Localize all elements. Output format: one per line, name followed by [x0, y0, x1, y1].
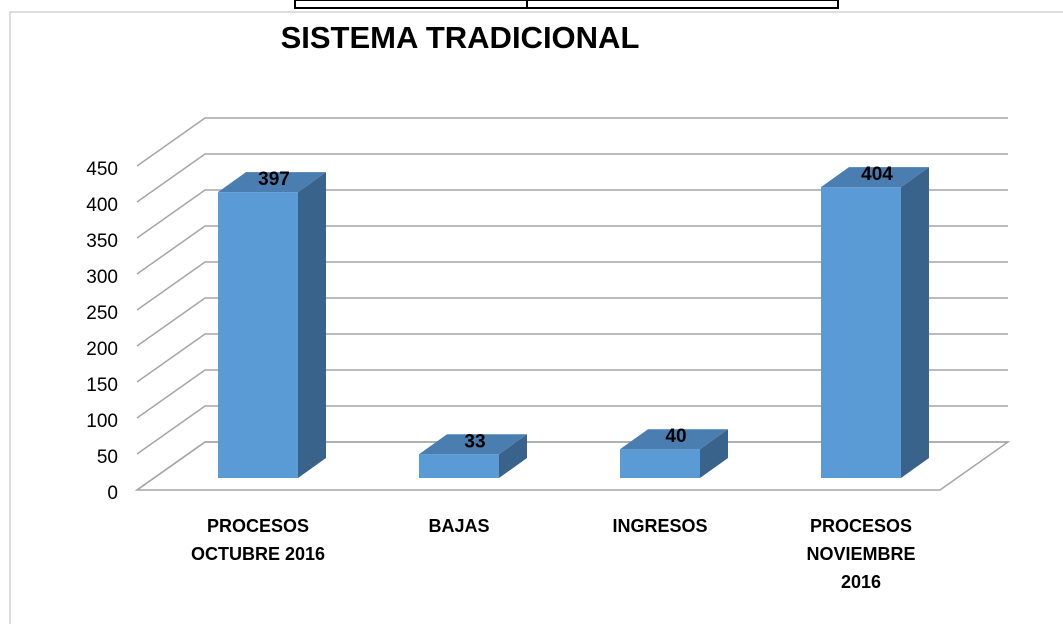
chart-title: SISTEMA TRADICIONAL — [281, 20, 640, 55]
grid-line — [136, 369, 1008, 419]
y-tick-label: 200 — [86, 339, 118, 360]
grid-line — [136, 441, 1008, 491]
x-tick-label: PROCESOS NOVIEMBRE 2016 — [806, 516, 916, 592]
bar — [218, 192, 298, 478]
x-tick-label: PROCESOS OCTUBRE 2016 — [190, 516, 326, 564]
header-box — [294, 0, 839, 9]
x-tick-label: BAJAS — [428, 516, 490, 536]
grid-line — [136, 333, 1008, 383]
grid-line — [136, 117, 1008, 167]
value-label: 40 — [665, 426, 686, 447]
grid: 0 50 100 150 200 250 300 350 400 450 — [86, 117, 1011, 504]
grid-line — [136, 297, 1008, 347]
bar-top — [419, 434, 527, 455]
y-tick-label: 400 — [86, 195, 118, 216]
grid-line — [136, 225, 1008, 275]
value-label: 33 — [464, 431, 485, 452]
bar-top — [821, 167, 929, 188]
y-tick-label: 450 — [86, 159, 118, 180]
y-tick-label: 50 — [97, 447, 118, 468]
grid-line — [136, 405, 1008, 455]
bar-top — [620, 429, 728, 450]
y-tick-label: 300 — [86, 267, 118, 288]
bar-side — [901, 167, 929, 478]
bar-side — [298, 172, 326, 478]
bar-side — [700, 429, 728, 478]
bar — [419, 454, 499, 478]
bar — [620, 449, 700, 478]
y-tick-label: 350 — [86, 231, 118, 252]
bar-side — [499, 434, 527, 478]
grid-line — [136, 261, 1008, 311]
x-tick-label: INGRESOS — [612, 516, 708, 536]
value-label: 397 — [258, 169, 290, 190]
y-tick-label: 250 — [86, 303, 118, 324]
value-label: 404 — [861, 164, 893, 185]
y-tick-label: 0 — [107, 483, 118, 504]
y-tick-label: 150 — [86, 375, 118, 396]
y-tick-label: 100 — [86, 411, 118, 432]
bar-top — [218, 172, 326, 193]
grid-line — [136, 153, 1008, 203]
bar — [821, 187, 901, 478]
grid-line — [136, 189, 1008, 239]
bars: 397 33 40 404 — [218, 164, 929, 478]
